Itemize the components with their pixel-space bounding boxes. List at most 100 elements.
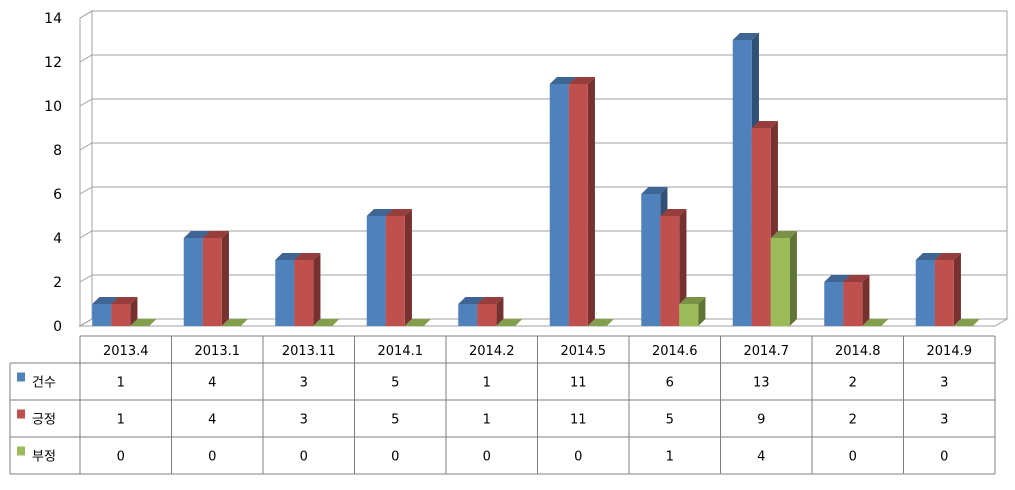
data-cell: 1 — [117, 413, 125, 428]
bar — [294, 253, 321, 326]
data-cell: 3 — [300, 376, 308, 391]
bar — [587, 319, 614, 326]
y-tick-label: 4 — [53, 231, 62, 247]
bar — [934, 253, 961, 326]
data-cell: 4 — [757, 450, 765, 465]
y-tick-label: 0 — [53, 319, 62, 335]
y-tick-label: 2 — [53, 275, 62, 291]
bar-top — [568, 77, 595, 84]
legend-key — [17, 409, 25, 419]
bar-top — [770, 231, 797, 238]
bar-top — [183, 231, 210, 238]
x-tick-label: 2014.8 — [835, 344, 881, 359]
bar-front — [385, 216, 405, 326]
data-cell: 2 — [849, 376, 857, 391]
bar-top — [313, 319, 340, 326]
bar-top — [275, 253, 302, 260]
bar-front — [458, 304, 478, 326]
gridline — [79, 98, 1007, 107]
data-cell: 4 — [208, 413, 216, 428]
x-tick-label: 2013.4 — [103, 344, 149, 359]
data-cell: 0 — [117, 450, 125, 465]
x-tick-label: 2014.9 — [927, 344, 973, 359]
bar — [843, 275, 870, 326]
bars — [92, 33, 980, 326]
bar-top — [111, 297, 138, 304]
bar-front — [366, 216, 386, 326]
bar-top — [202, 231, 229, 238]
bar-top — [915, 253, 942, 260]
data-cell: 11 — [570, 413, 587, 428]
bar-top — [496, 319, 523, 326]
bar-side — [698, 297, 706, 326]
bar-side — [130, 297, 138, 326]
bar-side — [587, 77, 595, 326]
bar-top — [477, 297, 504, 304]
legend-label: 긍정 — [32, 413, 56, 428]
bar-top — [404, 319, 431, 326]
bar-side — [789, 231, 797, 326]
bar-front — [477, 304, 497, 326]
bar-front — [568, 84, 588, 326]
bar-front — [641, 194, 661, 326]
bar-top — [458, 297, 485, 304]
bar-front — [732, 40, 752, 326]
data-cell: 3 — [940, 376, 948, 391]
bar — [130, 319, 157, 326]
x-tick-label: 2013.11 — [282, 344, 336, 359]
legend-key — [17, 446, 25, 456]
bar — [568, 77, 595, 326]
bar-side — [679, 209, 687, 326]
bar-top — [641, 187, 668, 194]
bar-front — [679, 304, 699, 326]
data-cell: 1 — [117, 376, 125, 391]
bar-side — [496, 297, 504, 326]
data-cell: 1 — [666, 450, 674, 465]
bar — [679, 297, 706, 326]
y-tick-label: 10 — [44, 99, 62, 115]
data-cell: 0 — [391, 450, 399, 465]
data-cell: 5 — [391, 413, 399, 428]
x-tick-label: 2014.7 — [744, 344, 790, 359]
y-tick-label: 12 — [44, 55, 62, 71]
bar-front — [294, 260, 314, 326]
bar — [221, 319, 248, 326]
bar — [770, 231, 797, 326]
data-cell: 13 — [753, 376, 770, 391]
bar-front — [915, 260, 935, 326]
bar-top — [294, 253, 321, 260]
bar-front — [934, 260, 954, 326]
data-cell: 5 — [391, 376, 399, 391]
bar-front — [549, 84, 569, 326]
bar-top — [587, 319, 614, 326]
y-tick-label: 14 — [44, 11, 62, 27]
gridline — [79, 186, 1007, 195]
x-tick-label: 2013.1 — [195, 344, 241, 359]
bar — [477, 297, 504, 326]
bar-side — [221, 231, 229, 326]
bar-front — [843, 282, 863, 326]
legend-key — [17, 372, 25, 382]
bar — [953, 319, 980, 326]
bar-top — [732, 33, 759, 40]
x-tick-label: 2014.1 — [378, 344, 424, 359]
data-cell: 3 — [940, 413, 948, 428]
legend-label: 건수 — [32, 376, 56, 391]
x-tick-label: 2014.2 — [469, 344, 515, 359]
gridline — [79, 10, 1007, 19]
data-cell: 1 — [483, 413, 491, 428]
bar-front — [275, 260, 295, 326]
data-cell: 0 — [483, 450, 491, 465]
legend-label: 부정 — [32, 450, 56, 465]
bar-top — [549, 77, 576, 84]
gridline — [79, 230, 1007, 239]
bar-top — [660, 209, 687, 216]
bar-top — [130, 319, 157, 326]
data-cell: 5 — [666, 413, 674, 428]
gridline — [79, 54, 1007, 63]
bar — [496, 319, 523, 326]
data-cell: 6 — [666, 376, 674, 391]
bar-top — [953, 319, 980, 326]
bar — [202, 231, 229, 326]
